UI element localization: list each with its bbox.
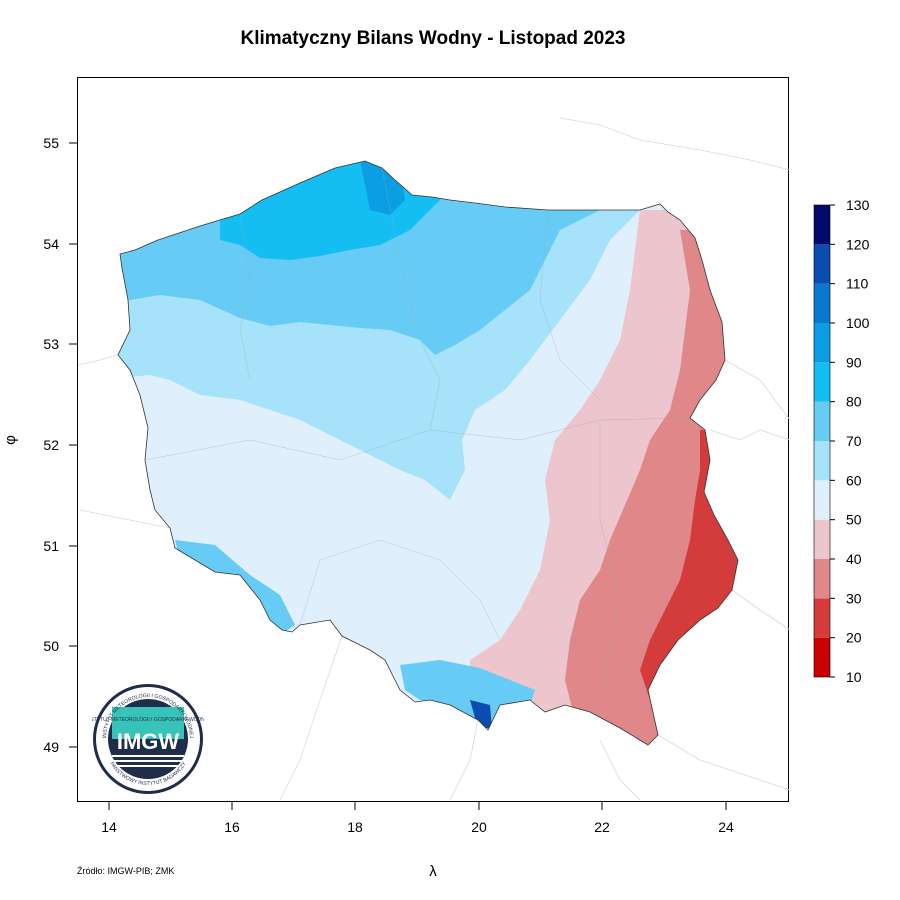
x-tick: 22 bbox=[594, 819, 610, 835]
x-tick-labels: 14 16 18 20 22 24 bbox=[101, 819, 734, 835]
y-tick: 51 bbox=[43, 538, 59, 554]
legend-tick-label: 20 bbox=[846, 630, 862, 646]
internal-borders bbox=[144, 167, 691, 701]
legend-swatch bbox=[814, 559, 830, 599]
legend-tick-label: 120 bbox=[846, 236, 870, 252]
y-tick: 52 bbox=[43, 437, 59, 453]
x-tick: 14 bbox=[101, 819, 117, 835]
legend-swatch bbox=[814, 401, 830, 441]
zone-karpaty bbox=[400, 660, 535, 728]
logo-main-text: IMGW bbox=[117, 729, 180, 754]
legend-swatch bbox=[814, 362, 830, 402]
imgw-logo: INSTYTUT METEOROLOGII I GOSPODARKI WODNE… bbox=[92, 684, 204, 794]
legend-tick-label: 40 bbox=[846, 551, 862, 567]
legend-swatch bbox=[814, 205, 830, 245]
y-tick: 50 bbox=[43, 638, 59, 654]
legend-swatch bbox=[814, 637, 830, 677]
y-tick: 54 bbox=[43, 236, 59, 252]
poland-border bbox=[117, 160, 739, 746]
legend-tick-label: 130 bbox=[846, 197, 870, 213]
y-axis-label: φ bbox=[2, 435, 19, 445]
x-axis-label: λ bbox=[429, 863, 437, 880]
y-axis bbox=[69, 142, 77, 748]
legend-tick-label: 80 bbox=[846, 394, 862, 410]
legend-tick-label: 100 bbox=[846, 315, 870, 331]
legend-swatch bbox=[814, 244, 830, 284]
logo-ring-top: INSTYTUT METEOROLOGII I GOSPODARKI WODNE… bbox=[92, 717, 204, 723]
x-tick: 16 bbox=[224, 819, 240, 835]
x-tick: 24 bbox=[718, 819, 734, 835]
legend-swatch bbox=[814, 598, 830, 638]
source-note: Źródło: IMGW-PIB; ZMK bbox=[77, 866, 175, 876]
x-tick: 20 bbox=[471, 819, 487, 835]
map-title: Klimatyczny Bilans Wodny - Listopad 2023 bbox=[240, 28, 626, 49]
neighbor-borders bbox=[77, 117, 791, 801]
legend-tick-label: 60 bbox=[846, 472, 862, 488]
legend-tick-label: 90 bbox=[846, 354, 862, 370]
legend-tick-label: 10 bbox=[846, 669, 862, 685]
y-tick: 55 bbox=[43, 135, 59, 151]
zone-tatry bbox=[470, 700, 492, 728]
legend-swatch bbox=[814, 480, 830, 520]
legend-swatch bbox=[814, 441, 830, 481]
y-tick: 53 bbox=[43, 336, 59, 352]
y-tick: 49 bbox=[43, 739, 59, 755]
legend-colorbar: 10 20 30 40 50 60 70 80 90 100 110 120 130 bbox=[813, 197, 870, 685]
legend-tick-label: 110 bbox=[846, 276, 869, 292]
legend-tick-label: 70 bbox=[846, 433, 862, 449]
x-tick: 18 bbox=[347, 819, 363, 835]
water-balance-zones bbox=[118, 161, 738, 745]
legend-swatch bbox=[814, 519, 830, 559]
x-axis bbox=[108, 802, 727, 810]
legend-swatch bbox=[814, 323, 830, 363]
legend-tick-label: 30 bbox=[846, 590, 862, 606]
y-tick-labels: 49 50 51 52 53 54 55 bbox=[43, 135, 59, 755]
legend-swatch bbox=[814, 283, 830, 323]
legend-tick-label: 50 bbox=[846, 512, 862, 528]
